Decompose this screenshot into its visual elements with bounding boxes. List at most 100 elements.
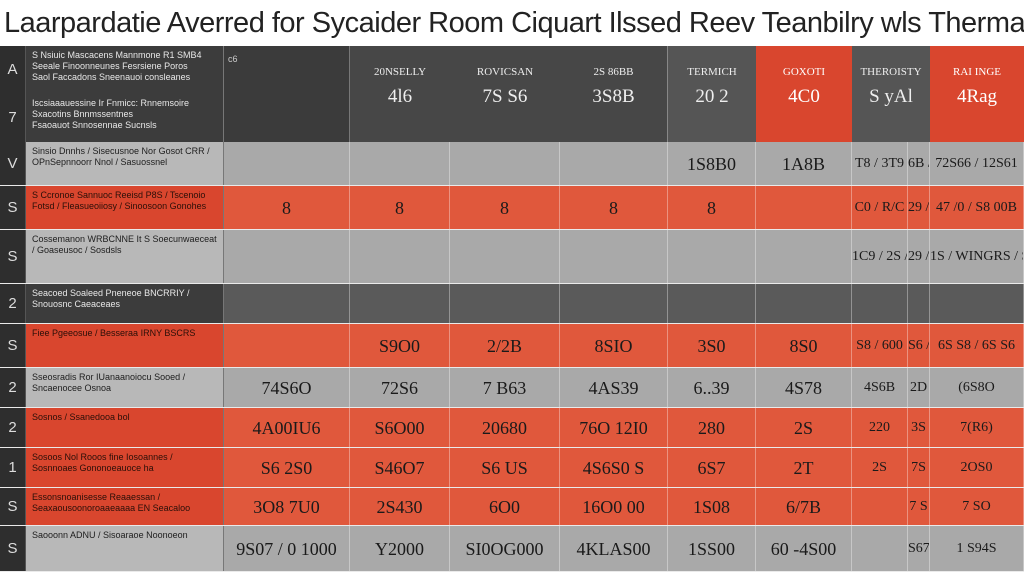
column-header-bottom: 4C0	[788, 86, 820, 107]
value-cell: 2OS0	[930, 448, 1024, 488]
label-line: Sxacotins Bnnmssentnes	[32, 109, 134, 119]
value-cell: 6/7B	[756, 488, 852, 526]
value-cell: C0 / R/C	[852, 186, 908, 230]
value-cell: S670	[908, 526, 930, 572]
value-cell: 6S7	[668, 448, 756, 488]
column-header-bottom: S yAl	[869, 86, 913, 107]
column-header-top: 2S 86BB	[593, 66, 634, 78]
value-cell: 6..39	[668, 368, 756, 408]
value-cell	[852, 284, 908, 324]
value-cell: 7 S	[908, 488, 930, 526]
value-cell: S6 2S0	[224, 448, 350, 488]
header-blank: c6	[224, 46, 350, 142]
value-cell: 72S6	[350, 368, 450, 408]
column-header-top: ROVICSAN	[476, 66, 534, 78]
value-cell	[224, 284, 350, 324]
row-index: 2	[0, 408, 26, 448]
column-header: ROVICSAN 7S S6	[450, 46, 560, 142]
table-row: S Cossemanon WRBCNNE It S Soecunwaeceat /…	[0, 230, 1024, 284]
value-cell: 74S6O	[224, 368, 350, 408]
value-cell: S6O00	[350, 408, 450, 448]
value-cell: 4S6B	[852, 368, 908, 408]
row-divider	[0, 323, 1024, 324]
column-header: 20NSELLY 4l6	[350, 46, 450, 142]
value-cell: 7(R6)	[930, 408, 1024, 448]
value-cell: 1 S94S	[930, 526, 1024, 572]
value-cell: 8	[350, 186, 450, 230]
header-row: A 7 S Nsiuic Mascacens Mannmone R1 SMB4 …	[0, 46, 1024, 142]
table-row: S Fiee Pgeeosue / Besseraa IRNY BSCRS S9O0…	[0, 324, 1024, 368]
value-cell	[350, 142, 450, 186]
value-cell: 280	[668, 408, 756, 448]
value-cell: 220	[852, 408, 908, 448]
value-cell: 6S S8 / 6S S6	[930, 324, 1024, 368]
value-cell	[930, 284, 1024, 324]
value-cell: 4KLAS00	[560, 526, 668, 572]
header-label-top: S Nsiuic Mascacens Mannmone R1 SMB4 Seea…	[26, 46, 224, 94]
value-cell: 47 /0 / S8 00B	[930, 186, 1024, 230]
value-cell: 60 -4S00	[756, 526, 852, 572]
value-cell	[668, 230, 756, 284]
value-cell	[224, 142, 350, 186]
column-header-bottom: 4Rag	[956, 86, 998, 107]
value-cell	[756, 284, 852, 324]
value-cell: 7S	[908, 448, 930, 488]
value-cell	[350, 230, 450, 284]
value-cell: 4S6S0 S	[560, 448, 668, 488]
row-index: 2	[0, 284, 26, 324]
header-small: c6	[228, 54, 238, 64]
value-cell: 8	[668, 186, 756, 230]
row-label: S Ccronoe Sannuoc Reeisd P8S / Tscenoio …	[26, 186, 224, 230]
value-cell: S8 / 600	[852, 324, 908, 368]
column-header: RAI INGE 4Rag	[930, 46, 1024, 142]
value-cell: 2S430	[350, 488, 450, 526]
value-cell: 2D	[908, 368, 930, 408]
value-cell: 76O 12I0	[560, 408, 668, 448]
value-cell: 29 / 3S	[908, 186, 930, 230]
value-cell: 4AS39	[560, 368, 668, 408]
value-cell: 1SS00	[668, 526, 756, 572]
row-label: Saooonn ADNU / Sisoaraoe Noonoeon	[26, 526, 224, 572]
label-line: Iscsiaaauessine Ir Fnmicc: Rnnemsoire	[32, 98, 190, 108]
column-header-top: THEROISTY	[860, 66, 922, 78]
value-cell: 8	[560, 186, 668, 230]
row-index: S	[0, 324, 26, 368]
value-cell	[350, 284, 450, 324]
value-cell: 8SIO	[560, 324, 668, 368]
value-cell	[756, 186, 852, 230]
value-cell: 8	[224, 186, 350, 230]
column-header-top: RAI INGE	[953, 66, 1001, 78]
value-cell	[224, 324, 350, 368]
value-cell: S6 US	[450, 448, 560, 488]
row-divider	[0, 487, 1024, 488]
value-cell: 3S0	[668, 324, 756, 368]
value-cell: 4A00IU6	[224, 408, 350, 448]
value-cell	[852, 488, 908, 526]
row-index: 1	[0, 448, 26, 488]
value-cell: S46O7	[350, 448, 450, 488]
value-cell: S9O0	[350, 324, 450, 368]
value-cell: 1C9 / 2S / R8S	[852, 230, 908, 284]
column-header-bottom: 4l6	[387, 86, 413, 107]
row-index: 7	[0, 94, 26, 142]
value-cell: T8 / 3T9	[852, 142, 908, 186]
row-divider	[0, 407, 1024, 408]
column-header: 2S 86BB 3S8B	[560, 46, 668, 142]
header-label-bottom: Iscsiaaauessine Ir Fnmicc: Rnnemsoire Sx…	[26, 94, 224, 142]
row-index: S	[0, 488, 26, 526]
value-cell: 8	[450, 186, 560, 230]
label-line: Seeale Finoonneunes Fesrsiene Poros	[32, 61, 188, 71]
value-cell: 1S08	[668, 488, 756, 526]
row-label: Sseosradis Ror IUanaanoiocu Sooed / Snca…	[26, 368, 224, 408]
column-header-top: 20NSELLY	[373, 66, 427, 78]
table-row: 1 Sosoos Nol Rooos fine Iosoannes / Sosnn…	[0, 448, 1024, 488]
column-header-bottom: 7S S6	[482, 86, 528, 107]
row-divider	[0, 367, 1024, 368]
row-divider	[0, 185, 1024, 186]
value-cell: 2T	[756, 448, 852, 488]
value-cell	[450, 284, 560, 324]
row-index: S	[0, 186, 26, 230]
row-index: S	[0, 526, 26, 572]
column-header-top: TERMICH	[687, 66, 737, 78]
